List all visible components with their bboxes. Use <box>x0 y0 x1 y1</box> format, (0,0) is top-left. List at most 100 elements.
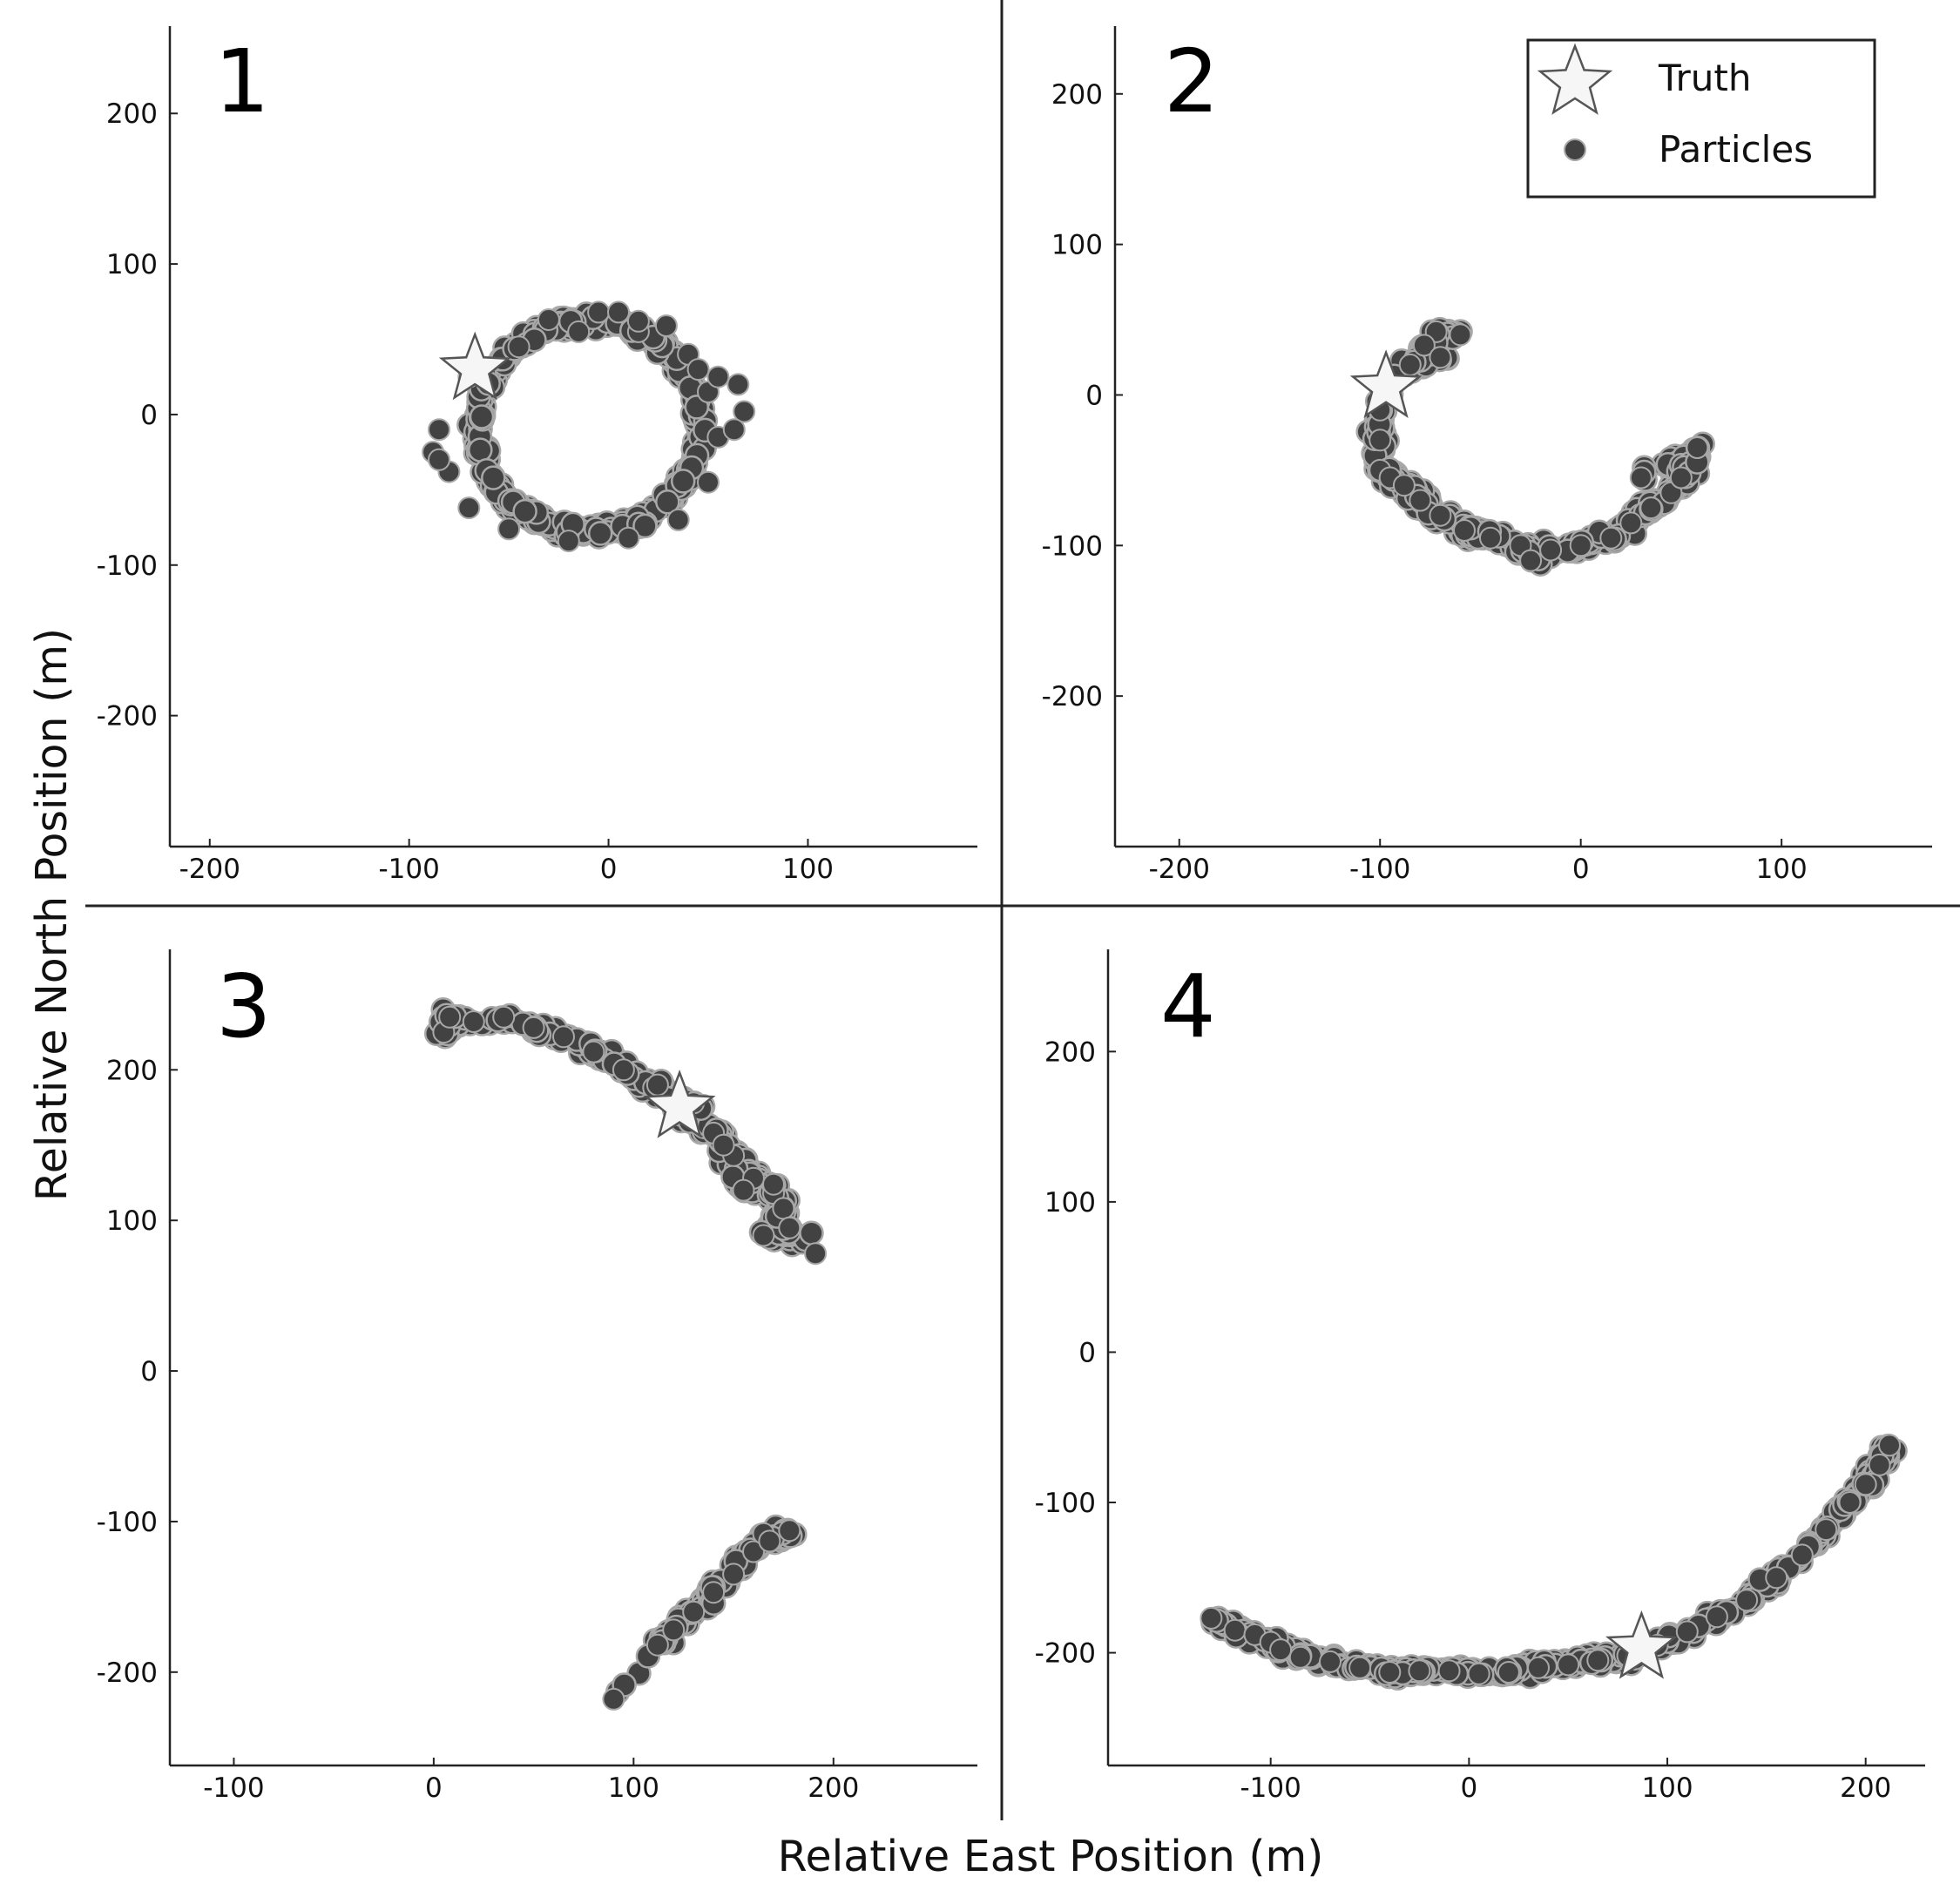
particle <box>662 1618 686 1642</box>
x-tick-label: -100 <box>203 1772 264 1804</box>
x-tick-label: 100 <box>1641 1772 1693 1804</box>
particle <box>727 373 750 396</box>
particle <box>587 300 611 324</box>
particle <box>1437 1659 1461 1683</box>
x-tick-label: 100 <box>782 854 834 885</box>
particle <box>1392 474 1416 497</box>
particle <box>686 358 710 381</box>
y-tick-label: 200 <box>1044 1036 1096 1068</box>
particle <box>1557 1653 1580 1677</box>
particle <box>428 418 450 442</box>
x-tick-label: -100 <box>1240 1772 1301 1804</box>
y-tick-label: 100 <box>1051 230 1103 261</box>
particle <box>462 1010 485 1033</box>
particle <box>666 508 690 531</box>
particle <box>742 1540 765 1563</box>
panel-4: -100 0 100 200 200 100 0 -100 -200 4 <box>1035 949 1925 1804</box>
particle <box>732 1178 755 1202</box>
particle <box>1479 526 1502 550</box>
particle <box>1497 1661 1520 1684</box>
particle <box>1408 1659 1431 1683</box>
x-tick-label: 100 <box>608 1772 659 1804</box>
particle <box>497 517 521 541</box>
y-tick-label: -200 <box>97 701 158 732</box>
particle <box>1467 1662 1490 1685</box>
particle <box>758 1529 781 1553</box>
particle <box>1790 1543 1814 1567</box>
particle <box>655 489 680 515</box>
y-tick-label: 200 <box>106 98 158 130</box>
particle <box>697 470 720 494</box>
x-tick-label: 0 <box>600 854 618 885</box>
particle <box>512 498 537 524</box>
particle <box>1838 1491 1862 1514</box>
particle <box>438 1005 462 1029</box>
particle <box>587 521 613 546</box>
y-tick-label: 100 <box>1044 1187 1096 1219</box>
x-tick-label: 200 <box>808 1772 859 1804</box>
y-tick-label: 0 <box>140 1356 158 1387</box>
particle <box>1705 1605 1728 1629</box>
legend-star-icon <box>1537 43 1613 115</box>
particle <box>1269 1638 1293 1662</box>
x-tick-label: 100 <box>1756 854 1808 885</box>
particle <box>507 335 531 359</box>
x-axis-title: Relative East Position (m) <box>778 1832 1324 1881</box>
y-tick-label: -100 <box>1035 1488 1096 1519</box>
panel-number: 4 <box>1160 955 1216 1057</box>
panel-2: -200 -100 0 100 200 100 0 -100 -200 2 <box>1042 26 1932 885</box>
particle <box>654 314 678 337</box>
y-tick-label: -100 <box>1042 530 1103 562</box>
particle <box>702 1581 726 1604</box>
truth-star-icon <box>643 1069 716 1138</box>
particle <box>1348 1656 1372 1679</box>
particle <box>645 1633 669 1657</box>
y-tick-label: -100 <box>97 1507 158 1538</box>
particle <box>428 448 450 471</box>
particle <box>1735 1589 1759 1612</box>
particle <box>1369 429 1392 452</box>
particle <box>752 1224 775 1247</box>
y-tick-label: 0 <box>1085 380 1103 411</box>
y-tick-label: -200 <box>1035 1638 1096 1670</box>
particle <box>626 309 650 333</box>
particle <box>469 404 495 429</box>
particle <box>632 513 658 539</box>
particle <box>1765 1566 1788 1590</box>
y-tick-label: 200 <box>106 1055 158 1086</box>
particle <box>567 320 591 343</box>
legend-label-truth: Truth <box>1658 57 1751 99</box>
truth-star-icon <box>438 331 511 401</box>
x-tick-label: -200 <box>179 854 240 885</box>
particle <box>772 1197 795 1220</box>
particle <box>468 437 493 462</box>
particle <box>733 400 756 423</box>
particle <box>522 1016 545 1039</box>
x-tick-label: -100 <box>1349 854 1410 885</box>
particle <box>1378 1661 1402 1684</box>
particle <box>1639 496 1663 520</box>
particle <box>778 1519 801 1543</box>
legend-label-particles: Particles <box>1659 128 1813 171</box>
particle <box>481 465 506 490</box>
particle <box>778 1216 801 1239</box>
particle <box>1429 503 1452 527</box>
truth-star-icon <box>1349 349 1423 419</box>
particle <box>1669 466 1693 489</box>
particle <box>1398 353 1422 376</box>
particle <box>682 1600 706 1624</box>
x-tick-label: -100 <box>378 854 439 885</box>
y-tick-label: -200 <box>1042 681 1103 712</box>
particle <box>1527 1656 1550 1679</box>
particle <box>1539 538 1563 562</box>
particle <box>712 1133 735 1157</box>
particle <box>1288 1645 1312 1669</box>
particle <box>582 1040 605 1063</box>
x-tick-label: -200 <box>1149 854 1210 885</box>
particle <box>1453 519 1476 542</box>
y-tick-label: 200 <box>1051 79 1103 111</box>
particle <box>1619 511 1643 535</box>
particle <box>1586 1649 1610 1672</box>
panel-3: -100 0 100 200 200 100 0 -100 -200 3 <box>97 949 977 1804</box>
